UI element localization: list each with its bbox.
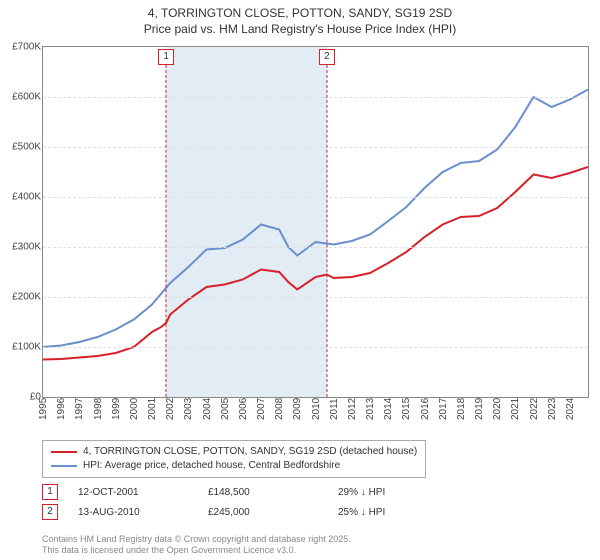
y-axis-tick: £100K — [1, 342, 41, 353]
y-axis-tick: £300K — [1, 242, 41, 253]
sale-marker-badge: 1 — [42, 484, 58, 500]
legend: 4, TORRINGTON CLOSE, POTTON, SANDY, SG19… — [42, 440, 426, 478]
chart-plot-area: £0£100K£200K£300K£400K£500K£600K£700K12 — [42, 46, 589, 398]
x-axis-tick: 2006 — [238, 398, 249, 420]
chart-title: 4, TORRINGTON CLOSE, POTTON, SANDY, SG19… — [0, 0, 600, 37]
x-axis-tick: 1996 — [56, 398, 67, 420]
footer-attribution: Contains HM Land Registry data © Crown c… — [42, 534, 351, 556]
x-axis-tick: 2024 — [565, 398, 576, 420]
legend-swatch — [51, 451, 77, 453]
x-axis-tick: 2005 — [220, 398, 231, 420]
grid-line — [43, 147, 588, 148]
marker-badge: 1 — [158, 49, 174, 65]
x-axis-tick: 2011 — [329, 398, 340, 420]
sale-delta: 29% ↓ HPI — [338, 487, 448, 498]
grid-line — [43, 247, 588, 248]
y-axis-tick: £700K — [1, 42, 41, 53]
y-axis-tick: £0 — [1, 392, 41, 403]
x-axis-tick: 2022 — [529, 398, 540, 420]
y-axis-tick: £600K — [1, 92, 41, 103]
legend-row: HPI: Average price, detached house, Cent… — [51, 459, 417, 473]
sale-row: 1 12-OCT-2001 £148,500 29% ↓ HPI — [42, 484, 448, 500]
x-axis-tick: 2017 — [438, 398, 449, 420]
legend-label: HPI: Average price, detached house, Cent… — [83, 459, 340, 473]
marker-badge: 2 — [319, 49, 335, 65]
x-axis-tick: 2013 — [365, 398, 376, 420]
x-axis-tick: 2018 — [456, 398, 467, 420]
x-axis-tick: 2012 — [347, 398, 358, 420]
series-line — [43, 167, 588, 360]
title-line-2: Price paid vs. HM Land Registry's House … — [0, 22, 600, 38]
legend-row: 4, TORRINGTON CLOSE, POTTON, SANDY, SG19… — [51, 445, 417, 459]
x-axis-tick: 2019 — [474, 398, 485, 420]
sale-marker-badge: 2 — [42, 504, 58, 520]
x-axis-tick: 1995 — [38, 398, 49, 420]
title-line-1: 4, TORRINGTON CLOSE, POTTON, SANDY, SG19… — [0, 6, 600, 22]
footer-line: This data is licensed under the Open Gov… — [42, 545, 351, 556]
grid-line — [43, 197, 588, 198]
grid-line — [43, 97, 588, 98]
grid-line — [43, 347, 588, 348]
sale-date: 13-AUG-2010 — [78, 507, 188, 518]
sales-table: 1 12-OCT-2001 £148,500 29% ↓ HPI 2 13-AUG-201… — [42, 484, 448, 524]
x-axis-tick: 2016 — [420, 398, 431, 420]
sale-price: £245,000 — [208, 507, 318, 518]
marker-line — [166, 65, 167, 397]
x-axis-tick: 2000 — [129, 398, 140, 420]
x-axis-tick: 2008 — [274, 398, 285, 420]
x-axis-tick: 1999 — [111, 398, 122, 420]
x-axis-tick: 2004 — [202, 398, 213, 420]
y-axis-tick: £500K — [1, 142, 41, 153]
x-axis-tick: 2003 — [183, 398, 194, 420]
grid-line — [43, 297, 588, 298]
y-axis-tick: £200K — [1, 292, 41, 303]
chart-lines-svg — [43, 47, 588, 397]
x-axis-tick: 1997 — [74, 398, 85, 420]
sale-row: 2 13-AUG-2010 £245,000 25% ↓ HPI — [42, 504, 448, 520]
sale-delta: 25% ↓ HPI — [338, 507, 448, 518]
sale-date: 12-OCT-2001 — [78, 487, 188, 498]
y-axis-tick: £400K — [1, 192, 41, 203]
x-axis-tick: 2001 — [147, 398, 158, 420]
x-axis-tick: 2014 — [383, 398, 394, 420]
x-axis-tick: 2007 — [256, 398, 267, 420]
sale-price: £148,500 — [208, 487, 318, 498]
x-axis-tick: 2021 — [510, 398, 521, 420]
x-axis-ticks: 1995199619971998199920002001200220032004… — [42, 398, 587, 438]
x-axis-tick: 2023 — [547, 398, 558, 420]
x-axis-tick: 2010 — [311, 398, 322, 420]
x-axis-tick: 1998 — [93, 398, 104, 420]
x-axis-tick: 2002 — [165, 398, 176, 420]
x-axis-tick: 2020 — [492, 398, 503, 420]
marker-line — [326, 65, 327, 397]
legend-swatch — [51, 465, 77, 467]
x-axis-tick: 2009 — [292, 398, 303, 420]
series-line — [43, 90, 588, 348]
container: 4, TORRINGTON CLOSE, POTTON, SANDY, SG19… — [0, 0, 600, 560]
footer-line: Contains HM Land Registry data © Crown c… — [42, 534, 351, 545]
legend-label: 4, TORRINGTON CLOSE, POTTON, SANDY, SG19… — [83, 445, 417, 459]
x-axis-tick: 2015 — [401, 398, 412, 420]
